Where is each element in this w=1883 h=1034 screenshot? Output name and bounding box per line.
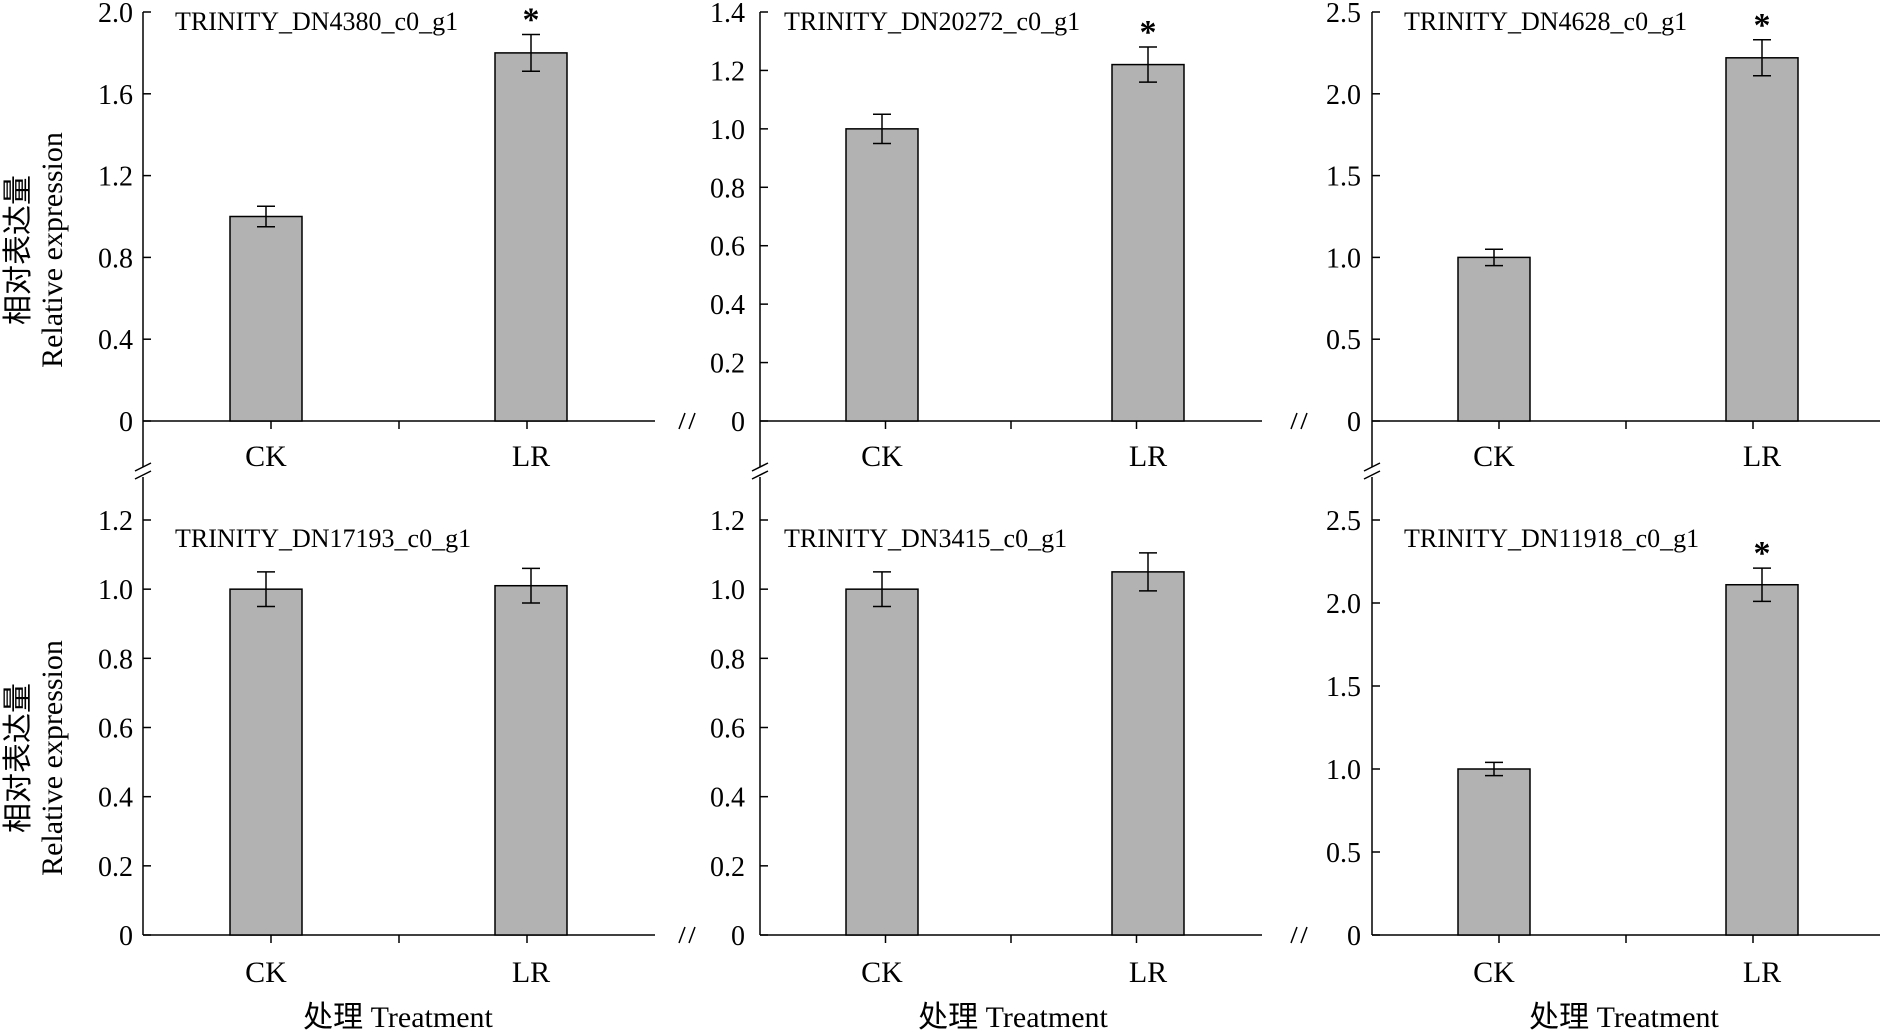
panel-4-title: TRINITY_DN17193_c0_g1 [175, 524, 471, 553]
panel-6-category-label: CK [1473, 956, 1515, 989]
panel-3-y-tick-label: 1.5 [1326, 162, 1361, 193]
panel-1-y-tick-label: 0 [119, 407, 133, 438]
panel-3-significance-mark: * [1754, 7, 1771, 44]
panel-3-y-tick-label: 0.5 [1326, 325, 1361, 356]
panels-layer: 0 0.4 0.8 1.2 1.6 2.0 CK LR * TRINITY_DN4380_c0_g… [98, 0, 1880, 989]
panel-6-y-tick-label: 2.0 [1326, 589, 1361, 620]
panel-5-y-tick-label: 1.2 [710, 506, 745, 537]
panel-6-x-axis-break [1290, 926, 1308, 944]
panel-1-bar-lr [494, 52, 568, 422]
panel-3-x-axis-break [1290, 412, 1308, 430]
panel-2-significance-mark: * [1140, 14, 1157, 51]
panel-2-category-label: LR [1129, 440, 1167, 473]
panel-4-bar-lr [494, 584, 568, 936]
panel-4-y-tick-label: 1.2 [98, 506, 133, 537]
panel-1-bar-ck [229, 215, 303, 422]
panel-5: 0 0.2 0.4 0.6 0.8 1.0 1.2 CK LR TRINITY_DN3415_c0… [678, 506, 1262, 989]
panel-3-category-label: CK [1473, 440, 1515, 473]
panel-2-bar-ck [845, 128, 919, 422]
panel-5-title: TRINITY_DN3415_c0_g1 [784, 524, 1067, 553]
panel-5-x-axis-break [678, 926, 696, 944]
xlabel-panel-5: 处理 Treatment [918, 1001, 1108, 1034]
panel-6-y-tick-label: 1.0 [1326, 755, 1361, 786]
panel-4: 0 0.2 0.4 0.6 0.8 1.0 1.2 CK LR TRINITY_DN17193_c… [98, 506, 655, 989]
panel-1-y-tick-label: 2.0 [98, 0, 133, 29]
panel-5-y-tick-label: 0.2 [710, 852, 745, 883]
xlabel-panel-4: 处理 Treatment [303, 1001, 493, 1034]
panel-2: 0 0.2 0.4 0.6 0.8 1.0 1.2 1.4 CK LR * TRINITY_DN202… [678, 0, 1262, 520]
panel-1-y-tick-label: 0.8 [98, 243, 133, 274]
panel-2-y-tick-label: 1.0 [710, 115, 745, 146]
panel-1-category-label: LR [512, 440, 550, 473]
panel-4-category-label: LR [512, 956, 550, 989]
panel-5-category-label: CK [861, 956, 903, 989]
panel-2-y-axis-break [751, 462, 769, 480]
panel-4-y-tick-label: 0.6 [98, 714, 133, 745]
panel-6-y-tick-label: 1.5 [1326, 672, 1361, 703]
panel-4-y-tick-label: 0.4 [98, 783, 133, 814]
panel-3-y-tick-label: 2.5 [1326, 0, 1361, 29]
panel-4-bar-ck [229, 588, 303, 936]
panel-6-category-label: LR [1743, 956, 1781, 989]
panel-1-category-label: CK [245, 440, 287, 473]
panel-4-category-label: CK [245, 956, 287, 989]
panel-5-y-tick-label: 0.6 [710, 714, 745, 745]
panel-6-significance-mark: * [1754, 535, 1771, 572]
panel-6-y-tick-label: 0 [1347, 921, 1361, 952]
panel-5-y-tick-label: 0 [731, 921, 745, 952]
panel-2-x-axis-break [678, 412, 696, 430]
panel-2-y-tick-label: 1.4 [710, 0, 745, 29]
panel-5-y-tick-label: 0.8 [710, 644, 745, 675]
panel-3-bar-ck [1457, 256, 1531, 422]
panel-4-y-tick-label: 0.8 [98, 644, 133, 675]
panel-1-significance-mark: * [523, 1, 540, 38]
panel-6-y-tick-label: 2.5 [1326, 506, 1361, 537]
panel-1: 0 0.4 0.8 1.2 1.6 2.0 CK LR * TRINITY_DN4380_c0_g… [98, 0, 655, 520]
panel-6-bar-lr [1725, 583, 1799, 936]
panel-3: 0 0.5 1.0 1.5 2.0 2.5 CK LR * TRINITY_DN4628_c0_g… [1290, 0, 1880, 520]
panel-3-category-label: LR [1743, 440, 1781, 473]
panel-6: 0 0.5 1.0 1.5 2.0 2.5 CK LR * TRINITY_DN11918_c0_… [1290, 506, 1880, 989]
ylabel-en-bottom: Relative expression [36, 640, 69, 876]
panel-2-title: TRINITY_DN20272_c0_g1 [784, 7, 1080, 36]
panel-3-bar-lr [1725, 57, 1799, 422]
panel-4-y-tick-label: 0.2 [98, 852, 133, 883]
panel-1-y-axis-break [134, 462, 152, 480]
panel-2-y-tick-label: 0 [731, 407, 745, 438]
panel-2-y-tick-label: 1.2 [710, 56, 745, 87]
ylabel-en-top: Relative expression [36, 132, 69, 368]
panel-5-bar-ck [845, 588, 919, 936]
panel-5-y-tick-label: 0.4 [710, 783, 745, 814]
panel-6-y-tick-label: 0.5 [1326, 838, 1361, 869]
panel-3-title: TRINITY_DN4628_c0_g1 [1404, 7, 1687, 36]
ylabel-cn-top: 相对表达量 [2, 175, 35, 325]
panel-3-y-axis-break [1363, 462, 1381, 480]
panel-3-y-tick-label: 0 [1347, 407, 1361, 438]
panel-6-title: TRINITY_DN11918_c0_g1 [1404, 524, 1699, 553]
panel-2-y-tick-label: 0.6 [710, 232, 745, 263]
panel-5-category-label: LR [1129, 956, 1167, 989]
panel-4-y-tick-label: 0 [119, 921, 133, 952]
panel-2-y-tick-label: 0.2 [710, 349, 745, 380]
panel-2-y-tick-label: 0.4 [710, 290, 745, 321]
panel-2-bar-lr [1111, 63, 1185, 422]
panel-5-y-tick-label: 1.0 [710, 575, 745, 606]
panel-1-y-tick-label: 1.2 [98, 162, 133, 193]
panel-1-y-tick-label: 1.6 [98, 80, 133, 111]
xlabel-panel-6: 处理 Treatment [1529, 1001, 1719, 1034]
panel-5-bar-lr [1111, 571, 1185, 936]
panel-1-title: TRINITY_DN4380_c0_g1 [175, 7, 458, 36]
panel-3-y-tick-label: 2.0 [1326, 80, 1361, 111]
panel-2-y-tick-label: 0.8 [710, 173, 745, 204]
panel-1-y-tick-label: 0.4 [98, 325, 133, 356]
panel-2-category-label: CK [861, 440, 903, 473]
panel-6-bar-ck [1457, 768, 1531, 936]
panel-3-y-tick-label: 1.0 [1326, 243, 1361, 274]
panel-4-y-tick-label: 1.0 [98, 575, 133, 606]
ylabel-cn-bottom: 相对表达量 [2, 683, 35, 833]
